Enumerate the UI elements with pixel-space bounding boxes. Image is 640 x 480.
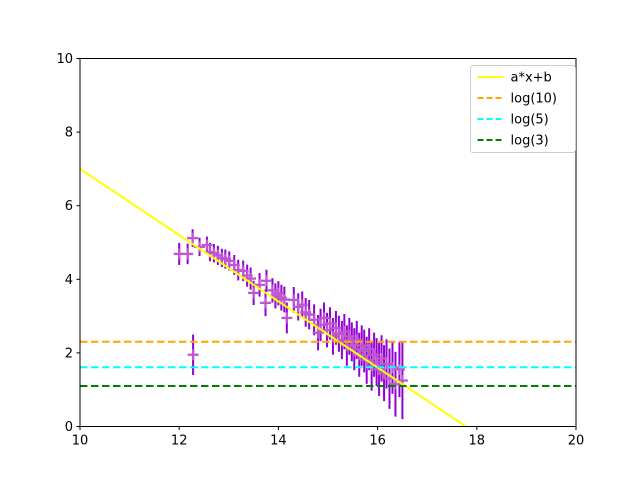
- x-tick-label: 16: [369, 434, 386, 449]
- fit-line: [79, 168, 467, 428]
- x-tick-label: 18: [469, 434, 486, 449]
- legend-label-a*x+b: a*x+b: [511, 71, 552, 86]
- x-tick-label: 20: [568, 434, 585, 449]
- y-tick-label: 2: [65, 346, 73, 361]
- y-tick-label: 0: [65, 420, 73, 435]
- legend-box: [470, 65, 576, 153]
- y-tick-label: 6: [65, 199, 73, 214]
- y-axis: 0 2 4 6 8 10: [56, 52, 80, 435]
- legend-label-log(3): log(3): [511, 134, 549, 149]
- y-tick-label: 8: [65, 126, 73, 141]
- x-tick-label: 10: [72, 434, 89, 449]
- y-tick-label: 10: [56, 52, 73, 67]
- x-axis: 10 12 14 16 18 20: [72, 426, 585, 449]
- legend: a*x+b log(10) log(5) log(3): [470, 65, 576, 153]
- axes-spines: [79, 58, 577, 427]
- legend-label-log(5): log(5): [511, 113, 549, 128]
- x-tick-label: 12: [171, 434, 188, 449]
- y-tick-label: 4: [65, 273, 73, 288]
- x-tick-label: 14: [270, 434, 287, 449]
- legend-label-log(10): log(10): [511, 92, 558, 107]
